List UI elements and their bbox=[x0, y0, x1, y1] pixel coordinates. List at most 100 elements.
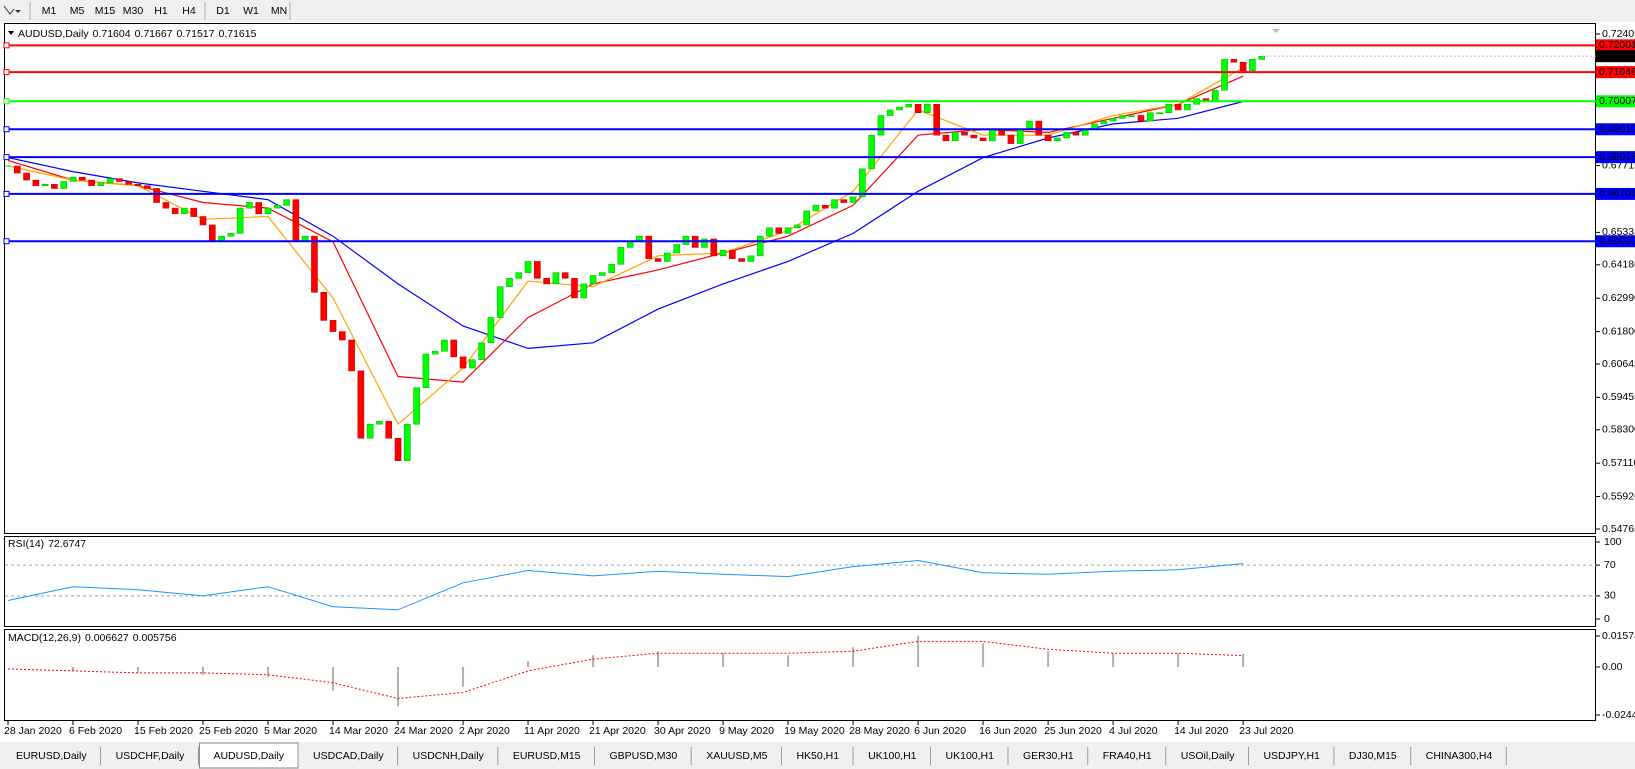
y-tick-label: -0.02441 bbox=[1602, 709, 1635, 721]
candle bbox=[877, 115, 885, 136]
tab-background[interactable] bbox=[398, 745, 498, 767]
candle bbox=[227, 233, 235, 237]
level-anchor[interactable] bbox=[3, 238, 10, 245]
x-tick-label: 9 May 2020 bbox=[719, 725, 774, 737]
chart-tab[interactable]: AUDUSD,Daily bbox=[198, 742, 299, 769]
chart-tab[interactable]: DJ30,M15 bbox=[1334, 745, 1412, 767]
timeframe-button[interactable]: M30 bbox=[123, 5, 144, 17]
tab-background[interactable] bbox=[299, 745, 398, 767]
tab-background[interactable] bbox=[1166, 745, 1249, 767]
chart-tab[interactable]: USDJPY,H1 bbox=[1249, 745, 1335, 767]
candle bbox=[859, 168, 866, 198]
tab-background[interactable] bbox=[692, 745, 782, 767]
tab-label[interactable]: USDCHF,Daily bbox=[116, 750, 186, 762]
candle bbox=[125, 181, 133, 185]
chart-tab[interactable]: EURUSD,Daily bbox=[2, 745, 102, 767]
level-anchor[interactable] bbox=[3, 190, 10, 197]
candle bbox=[506, 277, 513, 287]
tab-label[interactable]: FRA40,H1 bbox=[1103, 750, 1152, 762]
tab-background[interactable] bbox=[101, 745, 199, 767]
tab-label[interactable]: USDCNH,Daily bbox=[413, 750, 485, 762]
timeframe-button[interactable]: H4 bbox=[182, 5, 196, 17]
chart-tab[interactable]: UK100,H1 bbox=[931, 745, 1009, 767]
timeframe-button[interactable]: M5 bbox=[70, 5, 85, 17]
chart-tab[interactable]: HK50,H1 bbox=[782, 745, 854, 767]
level-anchor[interactable] bbox=[3, 98, 10, 105]
tab-background[interactable] bbox=[931, 745, 1008, 767]
chart-tab[interactable]: USDCAD,Daily bbox=[299, 745, 399, 767]
header-arrow[interactable] bbox=[8, 31, 14, 35]
timeframe-button[interactable]: M15 bbox=[95, 5, 116, 17]
chart-tab[interactable]: GBPUSD,M30 bbox=[595, 745, 692, 767]
tab-label[interactable]: GER30,H1 bbox=[1023, 750, 1074, 762]
level-anchor[interactable] bbox=[3, 126, 10, 133]
tab-background[interactable] bbox=[198, 742, 299, 769]
chart-tab[interactable]: GER30,H1 bbox=[1008, 745, 1089, 767]
tab-background[interactable] bbox=[1249, 745, 1334, 767]
tab-label[interactable]: HK50,H1 bbox=[796, 750, 839, 762]
tab-label[interactable]: CHINA300,H4 bbox=[1426, 750, 1493, 762]
x-tick-label: 14 Mar 2020 bbox=[329, 725, 388, 737]
tab-label[interactable]: XAUUSD,M5 bbox=[706, 750, 767, 762]
timeframe-button[interactable]: W1 bbox=[243, 5, 259, 17]
chart-tab[interactable]: USDCNH,Daily bbox=[398, 745, 499, 767]
candle bbox=[664, 252, 671, 262]
x-tick-label: 2 Apr 2020 bbox=[459, 725, 510, 737]
candle bbox=[886, 109, 894, 116]
candle bbox=[116, 178, 123, 182]
chart-header: AUDUSD,Daily 0.71604 0.71667 0.71517 0.71615 bbox=[18, 28, 257, 40]
chart-tab[interactable]: CHINA300,H4 bbox=[1411, 745, 1507, 767]
x-tick-label: 25 Jun 2020 bbox=[1044, 725, 1102, 737]
candle bbox=[608, 263, 615, 273]
candle bbox=[450, 339, 458, 358]
chart-tab[interactable]: FRA40,H1 bbox=[1088, 745, 1167, 767]
tab-background[interactable] bbox=[782, 745, 854, 767]
level-anchor[interactable] bbox=[3, 42, 10, 49]
tab-label[interactable]: GBPUSD,M30 bbox=[610, 750, 678, 762]
dropdown-arrow[interactable] bbox=[15, 10, 21, 13]
chart-tab[interactable]: USDCHF,Daily bbox=[101, 745, 199, 767]
candle bbox=[1100, 120, 1108, 125]
tab-label[interactable]: USDJPY,H1 bbox=[1263, 750, 1320, 762]
level-anchor[interactable] bbox=[3, 69, 10, 76]
tab-background[interactable] bbox=[498, 745, 595, 767]
chart-tab[interactable]: UK100,H1 bbox=[854, 745, 932, 767]
candle bbox=[199, 216, 207, 226]
level-price-box bbox=[1596, 187, 1635, 200]
tab-background[interactable] bbox=[1088, 745, 1166, 767]
tab-background[interactable] bbox=[1411, 745, 1507, 767]
candle bbox=[181, 207, 188, 215]
current-price-box bbox=[1596, 50, 1635, 63]
tab-background[interactable] bbox=[2, 745, 101, 767]
candle bbox=[942, 134, 950, 142]
candle bbox=[1137, 115, 1145, 122]
chart-tab[interactable]: EURUSD,M15 bbox=[498, 745, 595, 767]
tab-label[interactable]: DJ30,M15 bbox=[1349, 750, 1397, 762]
candle bbox=[264, 207, 272, 215]
tab-label[interactable]: USOil,Daily bbox=[1181, 750, 1235, 762]
tab-background[interactable] bbox=[854, 745, 931, 767]
tab-label[interactable]: USDCAD,Daily bbox=[313, 750, 384, 762]
tab-label[interactable]: AUDUSD,Daily bbox=[213, 750, 284, 762]
candle bbox=[413, 387, 420, 425]
tab-background[interactable] bbox=[1334, 745, 1411, 767]
tab-label[interactable]: UK100,H1 bbox=[946, 750, 995, 762]
candle bbox=[1239, 61, 1247, 71]
tab-background[interactable] bbox=[1008, 745, 1088, 767]
chart-tab[interactable]: XAUUSD,M5 bbox=[692, 745, 782, 767]
chart-tab[interactable]: USOil,Daily bbox=[1166, 745, 1249, 767]
tab-label[interactable]: UK100,H1 bbox=[868, 750, 917, 762]
timeframe-button[interactable]: MN bbox=[271, 5, 287, 17]
timeframe-button[interactable]: D1 bbox=[216, 5, 230, 17]
timeframe-button[interactable]: H1 bbox=[154, 5, 168, 17]
candle bbox=[719, 249, 727, 257]
candle bbox=[933, 103, 940, 136]
tab-background[interactable] bbox=[595, 745, 692, 767]
tab-label[interactable]: EURUSD,M15 bbox=[513, 750, 581, 762]
candle bbox=[292, 199, 300, 243]
tab-label[interactable]: EURUSD,Daily bbox=[16, 750, 87, 762]
timeframe-button[interactable]: M1 bbox=[42, 5, 57, 17]
tool-icon[interactable] bbox=[3, 5, 15, 15]
level-anchor[interactable] bbox=[3, 154, 10, 161]
x-tick-label: 28 May 2020 bbox=[849, 725, 910, 737]
